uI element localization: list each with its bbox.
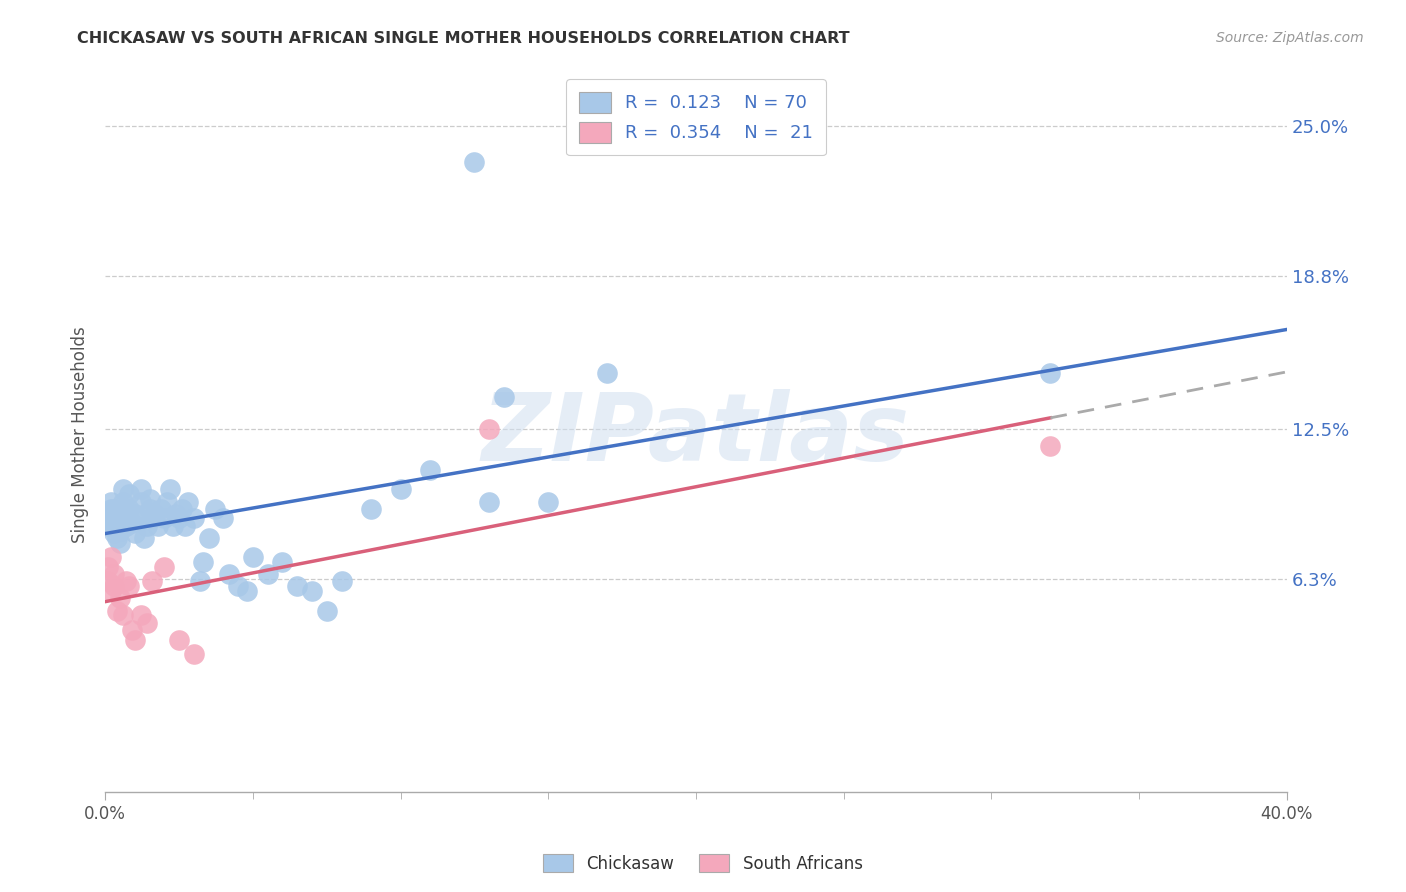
Point [124, 526, 146, 541]
Point [111, 483, 134, 497]
Point [132, 531, 155, 545]
Point [197, 531, 219, 545]
Point [153, 560, 176, 574]
Point [242, 550, 264, 565]
Point [118, 579, 141, 593]
Point [145, 507, 167, 521]
Point [115, 511, 138, 525]
Point [315, 603, 337, 617]
Point [419, 463, 441, 477]
Point [191, 555, 214, 569]
Point [111, 608, 134, 623]
Point [1039, 439, 1062, 453]
Text: ZIPatlas: ZIPatlas [482, 389, 910, 481]
Legend: Chickasaw, South Africans: Chickasaw, South Africans [537, 847, 869, 880]
Point [212, 511, 235, 525]
Point [124, 632, 146, 647]
Point [135, 615, 157, 630]
Point [596, 366, 619, 380]
Point [103, 579, 125, 593]
Point [204, 501, 226, 516]
Point [138, 492, 160, 507]
Point [141, 574, 163, 589]
Point [118, 501, 141, 516]
Point [118, 487, 141, 501]
Point [103, 501, 125, 516]
Point [127, 511, 149, 525]
Point [256, 567, 278, 582]
Point [360, 501, 382, 516]
Point [103, 526, 125, 541]
Point [236, 584, 259, 599]
Point [103, 518, 125, 533]
Point [108, 591, 131, 606]
Point [108, 535, 131, 549]
Point [174, 518, 197, 533]
Point [115, 574, 138, 589]
Text: CHICKASAW VS SOUTH AFRICAN SINGLE MOTHER HOUSEHOLDS CORRELATION CHART: CHICKASAW VS SOUTH AFRICAN SINGLE MOTHER… [77, 31, 851, 46]
Point [153, 511, 176, 525]
Point [121, 623, 143, 637]
Point [129, 608, 152, 623]
Point [105, 507, 128, 521]
Point [100, 511, 122, 525]
Point [141, 511, 163, 525]
Point [97, 560, 120, 574]
Point [301, 584, 323, 599]
Point [167, 632, 190, 647]
Point [97, 507, 120, 521]
Point [177, 494, 200, 508]
Point [183, 511, 205, 525]
Point [218, 567, 240, 582]
Point [492, 390, 515, 404]
Point [188, 574, 211, 589]
Point [105, 603, 128, 617]
Point [159, 483, 181, 497]
Point [100, 494, 122, 508]
Point [97, 518, 120, 533]
Point [105, 531, 128, 545]
Point [115, 518, 138, 533]
Point [389, 483, 412, 497]
Point [537, 494, 560, 508]
Point [330, 574, 353, 589]
Point [111, 501, 134, 516]
Point [226, 579, 249, 593]
Point [108, 511, 131, 525]
Legend: R =  0.123    N = 70, R =  0.354    N =  21: R = 0.123 N = 70, R = 0.354 N = 21 [565, 79, 825, 155]
Point [138, 501, 160, 516]
Point [124, 507, 146, 521]
Y-axis label: Single Mother Households: Single Mother Households [72, 326, 89, 543]
Point [97, 574, 120, 589]
Point [156, 494, 179, 508]
Point [170, 501, 193, 516]
Point [129, 494, 152, 508]
Point [135, 518, 157, 533]
Point [1039, 366, 1062, 380]
Point [478, 422, 501, 436]
Point [100, 584, 122, 599]
Point [167, 511, 190, 525]
Point [111, 494, 134, 508]
Point [103, 567, 125, 582]
Point [162, 518, 184, 533]
Point [150, 501, 173, 516]
Point [100, 501, 122, 516]
Point [165, 507, 187, 521]
Point [121, 516, 143, 531]
Point [183, 647, 205, 661]
Point [100, 550, 122, 565]
Point [285, 579, 308, 593]
Point [103, 511, 125, 525]
Point [478, 494, 501, 508]
Point [105, 516, 128, 531]
Point [108, 524, 131, 538]
Point [271, 555, 294, 569]
Point [463, 155, 485, 169]
Point [148, 518, 170, 533]
Text: Source: ZipAtlas.com: Source: ZipAtlas.com [1216, 31, 1364, 45]
Point [129, 483, 152, 497]
